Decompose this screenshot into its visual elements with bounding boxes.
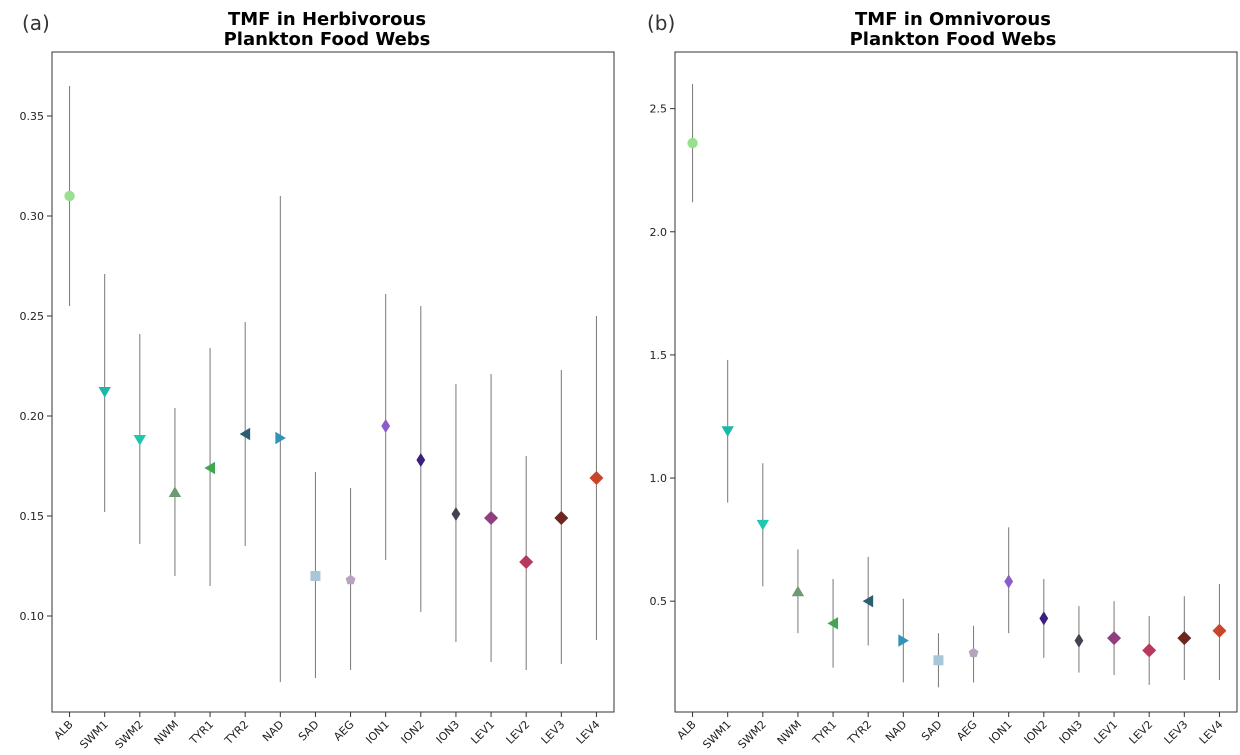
panel-a-point-lev1 [484, 511, 499, 525]
panel-b-point-ion1 [1004, 574, 1014, 589]
panel-a-point-nwm [168, 486, 182, 497]
panel-b-point-lev3 [1177, 631, 1192, 646]
panel-b-ytick-label: 2.0 [650, 226, 668, 239]
panel-a-xtick-label: ION2 [399, 718, 427, 746]
panel-a-ytick-label: 0.35 [20, 110, 45, 123]
panel-b-point-aeg [968, 647, 979, 658]
panel-a-point-ion1 [381, 419, 391, 433]
panel-b-point-ion3 [1074, 633, 1084, 648]
panel-a-axes-frame [51, 51, 615, 713]
panel-b-point-nad [898, 634, 909, 647]
panel-a-point-ion2 [416, 453, 426, 467]
panel-a-point-swm2 [133, 435, 147, 446]
panel-b-point-nwm [791, 585, 805, 597]
panel-b-xtick-label: AEG [954, 718, 979, 743]
panel-a-title-line-2: Plankton Food Webs [224, 29, 431, 50]
panel-a-xtick-label: ION1 [363, 718, 391, 746]
panel-b-ytick-label: 2.5 [650, 103, 668, 116]
panel-a-point-tyr1 [204, 461, 216, 475]
panel-b-point-ion2 [1039, 611, 1049, 626]
panel-b-xtick-label: NAD [883, 718, 909, 744]
panel-a-xtick-label: LEV4 [574, 718, 603, 747]
panel-a-xtick-label: LEV2 [504, 718, 533, 747]
panel-a-xtick-label: NAD [260, 718, 286, 744]
panel-a-ytick-label: 0.10 [20, 610, 45, 623]
panel-b-point-tyr2 [862, 594, 874, 608]
panel-b-xtick-label: LEV3 [1162, 718, 1191, 747]
panel-b-xtick-label: LEV1 [1091, 718, 1120, 747]
panel-b-point-tyr1 [827, 617, 839, 630]
panel-a-xtick-label: SAD [296, 718, 322, 744]
panel-a-xtick-label: TYR1 [186, 718, 216, 748]
panel-a-xtick-label: TYR2 [222, 718, 252, 748]
panel-a-xtick-label: SWM1 [77, 718, 110, 751]
panel-b-title-line-2: Plankton Food Webs [850, 29, 1057, 50]
panel-a-point-aeg [345, 574, 356, 585]
panel-b-point-swm1 [721, 426, 734, 437]
panel-b-point-lev4 [1212, 623, 1227, 638]
panel-a-xtick-label: SWM2 [112, 718, 145, 751]
panel-a-xtick-label: LEV1 [468, 718, 497, 747]
panel-b-xtick-label: TYR1 [809, 718, 839, 748]
panel-a-xtick-label: ALB [51, 718, 75, 742]
panel-b-xtick-label: NWM [775, 718, 804, 747]
panel-b-axes-frame [674, 51, 1238, 713]
panel-b-xtick-label: TYR2 [845, 718, 875, 748]
panel-b-ytick-label: 1.5 [650, 349, 668, 362]
panel-a-point-ion3 [451, 507, 461, 521]
panel-a-ytick-label: 0.30 [20, 210, 45, 223]
panel-a-xtick-label: LEV3 [539, 718, 568, 747]
panel-a-point-lev4 [589, 471, 604, 485]
panel-b-point-alb [687, 137, 698, 149]
panel-b-xtick-label: ION1 [986, 718, 1014, 746]
panel-a-point-lev2 [519, 555, 534, 569]
panel-b-xtick-label: SWM2 [735, 718, 768, 751]
panel-a-point-tyr2 [239, 427, 251, 441]
panel-b-point-lev1 [1107, 631, 1122, 646]
panel-b-ytick-label: 1.0 [650, 472, 668, 485]
panel-a-ytick-label: 0.25 [20, 310, 45, 323]
panel-b-title-line-1: TMF in Omnivorous [855, 9, 1051, 30]
panel-a-point-alb [64, 190, 75, 202]
panel-b-xtick-label: ION3 [1057, 718, 1085, 746]
panel-b-point-swm2 [756, 519, 770, 531]
panel-b-xtick-label: LEV2 [1127, 718, 1156, 747]
panel-a-label: (a) [22, 11, 50, 35]
panel-a-point-nad [275, 431, 286, 445]
panel-b-xtick-label: SWM1 [700, 718, 733, 751]
panel-b-xtick-label: LEV4 [1197, 718, 1226, 747]
panel-a-xtick-label: ION3 [434, 718, 462, 746]
panel-a-title-line-1: TMF in Herbivorous [228, 9, 426, 30]
panel-b-point-lev2 [1142, 643, 1157, 658]
panel-b-xtick-label: ION2 [1022, 718, 1050, 746]
panel-b-ytick-label: 0.5 [650, 595, 668, 608]
panel-a-xtick-label: NWM [152, 718, 181, 747]
panel-a-point-lev3 [554, 511, 569, 525]
panel-b-label: (b) [647, 11, 675, 35]
panel-b-xtick-label: ALB [674, 718, 698, 742]
panel-a-xtick-label: AEG [331, 718, 356, 743]
panel-b-xtick-label: SAD [919, 718, 945, 744]
panel-a-point-swm1 [98, 387, 111, 398]
panel-a-ytick-label: 0.20 [20, 410, 45, 423]
panel-a-ytick-label: 0.15 [20, 510, 45, 523]
panel-a-point-sad [310, 571, 321, 581]
panel-b-point-sad [933, 655, 944, 666]
